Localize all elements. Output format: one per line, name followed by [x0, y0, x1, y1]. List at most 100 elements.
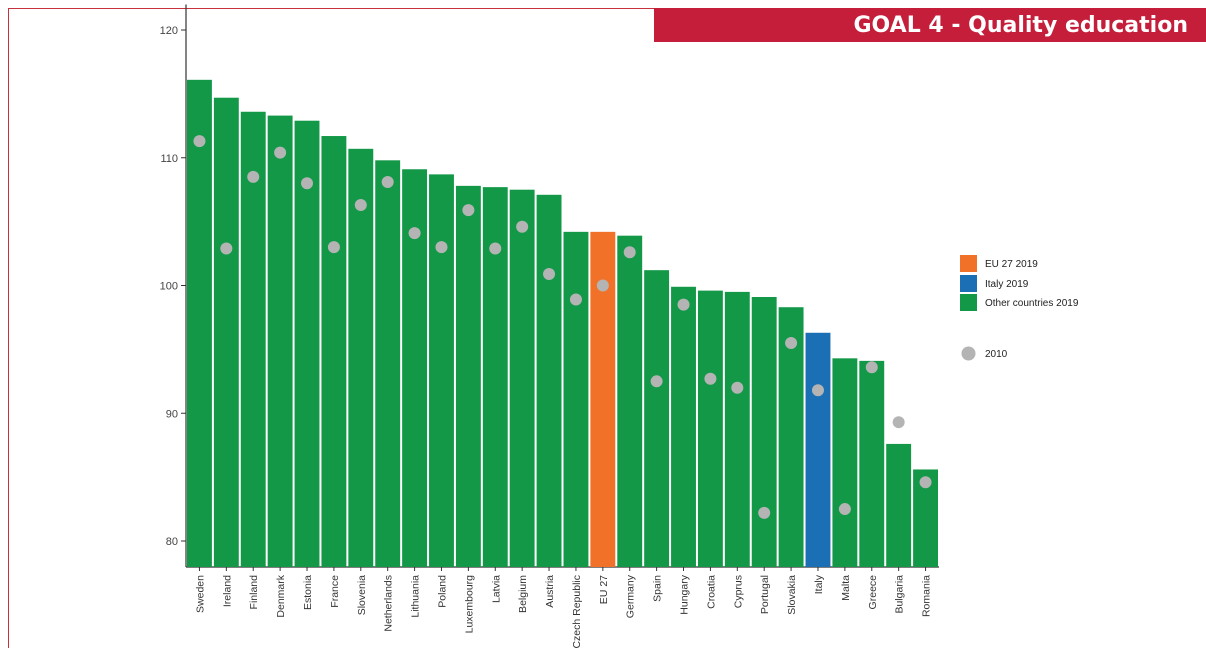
marker-2010-slovenia — [354, 199, 367, 212]
x-tick-label: Finland — [248, 575, 260, 610]
x-tick-label: Sweden — [194, 575, 206, 613]
marker-2010-spain — [650, 375, 663, 388]
marker-2010-cyprus — [731, 381, 744, 394]
x-tick-label: Cyprus — [732, 575, 744, 608]
x-tick-label: France — [329, 575, 341, 608]
chart-legend: EU 27 2019 Italy 2019 Other countries 2019… — [960, 255, 1079, 361]
x-tick-label: Romania — [921, 575, 933, 617]
page-frame — [8, 8, 1204, 648]
bar-malta — [832, 358, 858, 567]
x-tick-label: Denmark — [275, 574, 287, 617]
marker-2010-ireland — [220, 242, 233, 255]
bar-czech-republic — [563, 231, 589, 567]
marker-2010-luxembourg — [462, 204, 475, 217]
bar-france — [321, 136, 347, 567]
x-tick-label: Belgium — [517, 575, 529, 613]
x-tick-label: Ireland — [221, 575, 233, 607]
bar-slovakia — [778, 307, 804, 567]
marker-2010-portugal — [758, 506, 771, 519]
legend-label-eu: EU 27 2019 — [985, 259, 1038, 270]
x-tick-label: Estonia — [302, 575, 314, 610]
bar-germany — [617, 235, 643, 567]
legend-label-italy: Italy 2019 — [985, 279, 1029, 290]
banner-title: GOAL 4 - Quality education — [853, 12, 1189, 38]
marker-2010-belgium — [516, 220, 529, 233]
bar-ireland — [213, 97, 239, 568]
x-tick-label: Portugal — [759, 575, 771, 614]
x-tick-label: Croatia — [705, 575, 717, 609]
marker-2010-croatia — [704, 372, 717, 385]
marker-2010-france — [327, 241, 340, 254]
bar-austria — [536, 194, 562, 568]
marker-2010-germany — [623, 246, 636, 259]
marker-2010-greece — [865, 361, 878, 374]
bar-sweden — [187, 79, 212, 567]
marker-2010-slovakia — [785, 336, 798, 349]
x-tick-label: Bulgaria — [894, 575, 906, 614]
x-tick-label: Austria — [544, 575, 556, 608]
marker-2010-lithuania — [408, 227, 421, 240]
chart-markers-2010 — [193, 135, 932, 519]
bar-hungary — [671, 286, 696, 567]
bar-luxembourg — [455, 185, 481, 568]
marker-2010-netherlands — [381, 176, 394, 189]
marker-2010-malta — [838, 503, 851, 516]
bar-bulgaria — [886, 443, 912, 567]
x-tick-label: Spain — [652, 575, 664, 602]
marker-2010-poland — [435, 241, 448, 254]
y-tick-label: 100 — [160, 281, 178, 293]
x-tick-label: EU 27 — [598, 575, 610, 604]
goal-banner: GOAL 4 - Quality education — [654, 8, 1206, 42]
x-tick-label: Lithuania — [410, 575, 422, 618]
marker-2010-sweden — [193, 135, 206, 148]
x-tick-label: Malta — [840, 575, 852, 601]
bar-croatia — [697, 290, 723, 567]
x-tick-label: Germany — [625, 574, 637, 618]
marker-2010-latvia — [489, 242, 502, 255]
marker-2010-czech-republic — [569, 293, 582, 306]
y-tick-label: 120 — [160, 25, 178, 37]
x-tick-label: Poland — [436, 575, 448, 608]
bar-slovenia — [348, 148, 374, 567]
legend-swatch-marker2010 — [961, 346, 976, 361]
x-tick-labels: Sweden Ireland Finland Denmark Estonia France… — [194, 567, 933, 648]
bar-poland — [429, 174, 454, 568]
x-tick-label: Latvia — [490, 575, 502, 603]
x-tick-label: Luxembourg — [463, 575, 475, 634]
bar-denmark — [267, 115, 293, 567]
x-tick-label: Czech Republic — [571, 575, 583, 648]
marker-2010-bulgaria — [892, 416, 905, 429]
bar-cyprus — [724, 291, 750, 567]
chart-bars — [187, 79, 938, 568]
marker-2010-italy — [811, 384, 824, 397]
legend-swatch-italy — [960, 275, 977, 292]
bar-portugal — [751, 297, 777, 567]
legend-swatch-eu — [960, 255, 977, 272]
bar-spain — [644, 270, 670, 567]
x-tick-label: Greece — [867, 575, 879, 610]
bar-netherlands — [375, 160, 401, 567]
bar-italy — [805, 332, 831, 567]
marker-2010-denmark — [274, 146, 287, 159]
marker-2010-eu-27 — [596, 279, 609, 292]
bar-finland — [240, 111, 266, 567]
x-tick-label: Slovakia — [786, 575, 798, 615]
x-tick-label: Slovenia — [356, 575, 368, 615]
x-tick-label: Italy — [813, 574, 825, 594]
x-tick-label: Hungary — [679, 574, 691, 614]
x-tick-label: Netherlands — [383, 575, 395, 632]
bar-belgium — [509, 189, 535, 567]
bar-estonia — [294, 120, 320, 567]
marker-2010-hungary — [677, 298, 690, 311]
legend-swatch-other — [960, 294, 977, 311]
y-tick-label: 80 — [166, 536, 178, 548]
bar-greece — [859, 360, 885, 567]
marker-2010-finland — [247, 170, 260, 183]
legend-label-marker2010: 2010 — [985, 349, 1008, 360]
marker-2010-romania — [919, 476, 932, 489]
y-tick-label: 110 — [160, 153, 178, 165]
legend-label-other: Other countries 2019 — [985, 298, 1079, 309]
y-tick-label: 90 — [166, 408, 178, 420]
marker-2010-estonia — [301, 177, 314, 190]
